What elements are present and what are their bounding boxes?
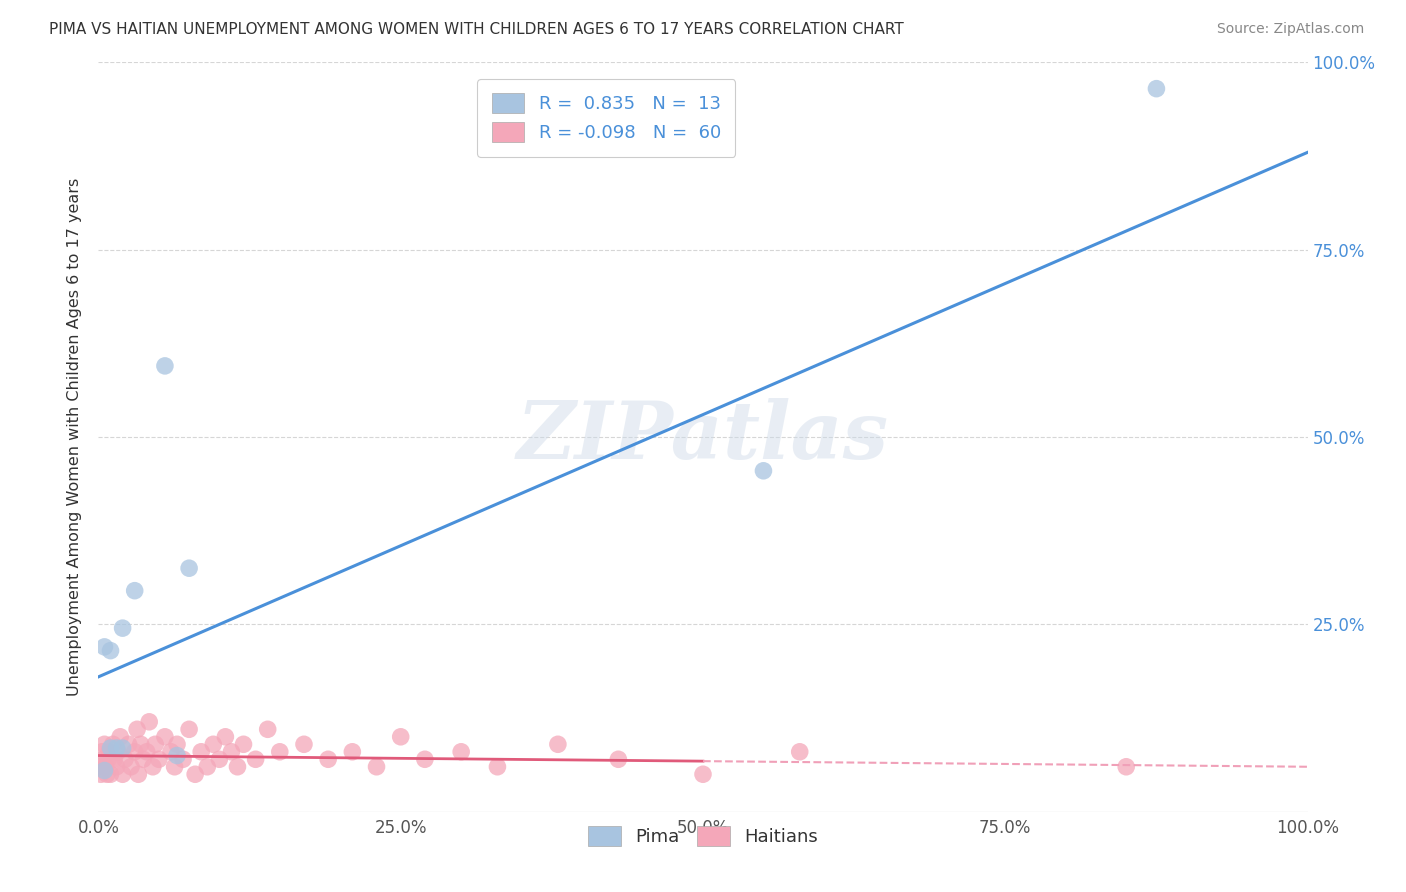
Point [221,745,243,759]
Point [105,741,128,756]
Point [87,760,110,774]
Point [692,767,714,781]
Point [114,752,136,766]
Point [111,767,134,781]
Point [90,767,112,781]
Point [93,737,115,751]
Point [208,752,231,766]
Point [103,752,125,766]
Legend: Pima, Haitians: Pima, Haitians [579,817,827,855]
Point [547,737,569,751]
Point [142,760,165,774]
Point [143,737,166,751]
Point [108,730,131,744]
Point [127,723,149,737]
Point [607,752,630,766]
Point [450,745,472,759]
Point [789,745,811,759]
Point [342,745,364,759]
Point [184,767,207,781]
Text: Source: ZipAtlas.com: Source: ZipAtlas.com [1216,22,1364,37]
Point [111,621,134,635]
Point [153,359,176,373]
Point [91,745,114,759]
Point [111,741,134,756]
Point [105,760,128,774]
Point [1146,81,1168,95]
Point [124,583,146,598]
Point [166,737,188,751]
Point [135,745,157,759]
Point [138,714,160,729]
Point [120,760,142,774]
Point [100,767,122,781]
Point [148,752,170,766]
Point [366,760,388,774]
Point [214,730,236,744]
Point [129,737,152,751]
Point [132,752,155,766]
Text: PIMA VS HAITIAN UNEMPLOYMENT AMONG WOMEN WITH CHILDREN AGES 6 TO 17 YEARS CORREL: PIMA VS HAITIAN UNEMPLOYMENT AMONG WOMEN… [49,22,904,37]
Point [124,745,146,759]
Point [100,643,122,657]
Point [96,767,118,781]
Point [107,745,129,759]
Point [195,760,218,774]
Point [98,745,121,759]
Y-axis label: Unemployment Among Women with Children Ages 6 to 17 years: Unemployment Among Women with Children A… [67,178,83,696]
Point [486,760,509,774]
Point [245,752,267,766]
Point [153,730,176,744]
Point [91,752,114,766]
Point [93,640,115,654]
Point [166,748,188,763]
Point [94,760,117,774]
Point [256,723,278,737]
Point [389,730,412,744]
Point [190,745,212,759]
Point [752,464,775,478]
Point [232,737,254,751]
Point [160,745,183,759]
Text: ZIPatlas: ZIPatlas [517,399,889,475]
Point [179,561,201,575]
Point [172,752,194,766]
Point [163,760,186,774]
Point [202,737,225,751]
Point [93,764,115,778]
Point [1115,760,1137,774]
Point [269,745,291,759]
Point [316,752,339,766]
Point [118,737,141,751]
Point [100,741,122,756]
Point [292,737,315,751]
Point [179,723,201,737]
Point [127,767,149,781]
Point [226,760,249,774]
Point [97,752,120,766]
Point [413,752,436,766]
Point [101,737,124,751]
